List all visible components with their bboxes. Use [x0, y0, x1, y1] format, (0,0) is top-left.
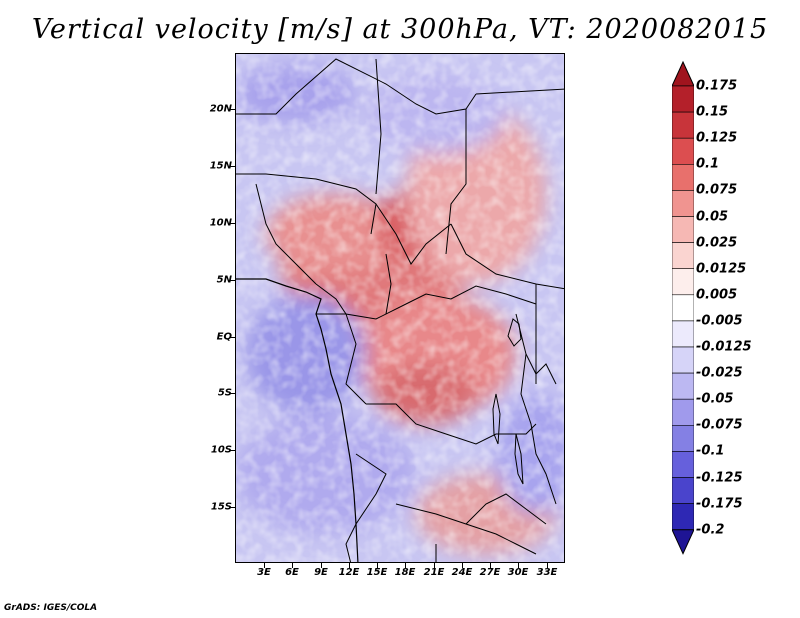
- colorbar-swatch: [671, 424, 695, 452]
- lat-tick-mark: [230, 393, 235, 394]
- lat-tick-label: 5N: [216, 274, 232, 286]
- colorbar-swatch: [671, 320, 695, 348]
- colorbar-label: 0.075: [696, 182, 738, 198]
- colorbar: [671, 60, 695, 564]
- colorbar-label: -0.05: [696, 391, 734, 407]
- lon-tick-label: 9E: [314, 567, 328, 578]
- vertical-velocity-map: [235, 53, 565, 563]
- colorbar-swatch: [671, 477, 695, 504]
- lat-tick-label: 15S: [210, 501, 232, 513]
- colorbar-label: 0.05: [696, 209, 729, 224]
- colorbar-label: 0.175: [696, 78, 738, 94]
- lon-tick-mark: [264, 563, 265, 568]
- colorbar-swatch: [671, 398, 695, 426]
- lat-tick-mark: [230, 109, 235, 110]
- colorbar-swatch: [671, 294, 695, 322]
- lon-tick-label: 24E: [451, 567, 473, 578]
- lat-tick-mark: [230, 280, 235, 281]
- lat-tick-mark: [230, 507, 235, 508]
- lat-tick-mark: [230, 166, 235, 167]
- colorbar-label: -0.0125: [696, 339, 752, 355]
- lon-tick-label: 33E: [536, 567, 558, 578]
- lon-tick-mark: [518, 563, 519, 568]
- lon-tick-mark: [405, 563, 406, 568]
- colorbar-label: -0.075: [696, 417, 743, 433]
- lat-tick-label: 15N: [209, 160, 232, 172]
- colorbar-label: -0.025: [696, 365, 743, 381]
- colorbar-swatch: [671, 451, 695, 478]
- lakes: [492, 318, 524, 485]
- colorbar-swatch: [671, 268, 695, 296]
- lat-tick-label: 10N: [209, 217, 232, 229]
- colorbar-swatch: [671, 137, 695, 165]
- lon-tick-label: 30E: [507, 567, 529, 578]
- map-title: Vertical velocity [m/s] at 300hPa, VT: 2…: [31, 14, 769, 45]
- field-texture: [236, 54, 564, 562]
- lon-tick-mark: [377, 563, 378, 568]
- lon-tick-mark: [490, 563, 491, 568]
- colorbar-label: 0.125: [696, 130, 738, 146]
- colorbar-bottom-arrow: [671, 529, 695, 555]
- colorbar-swatch: [671, 503, 695, 531]
- colorbar-swatch: [671, 190, 695, 217]
- grads-credit: GrADS: IGES/COLA: [4, 603, 98, 613]
- lat-tick-mark: [230, 337, 235, 338]
- lon-tick-mark: [547, 563, 548, 568]
- colorbar-swatch: [671, 242, 695, 270]
- colorbar-label: -0.175: [696, 496, 743, 512]
- lon-tick-label: 21E: [423, 567, 445, 578]
- lat-tick-mark: [230, 223, 235, 224]
- lon-tick-label: 15E: [366, 567, 388, 578]
- colorbar-label: -0.125: [696, 470, 743, 485]
- colorbar-top-arrow: [671, 60, 695, 87]
- colorbar-label: -0.1: [696, 443, 725, 459]
- colorbar-swatch: [671, 372, 695, 400]
- lon-tick-label: 18E: [394, 567, 416, 578]
- colorbar-swatch: [671, 216, 695, 243]
- colorbar-label: -0.2: [696, 522, 725, 538]
- lon-tick-mark: [349, 563, 350, 568]
- lon-tick-mark: [292, 563, 293, 568]
- lon-tick-mark: [321, 563, 322, 568]
- colorbar-swatch: [671, 111, 695, 139]
- colorbar-swatch: [671, 164, 695, 191]
- lon-tick-label: 27E: [479, 567, 501, 578]
- lat-tick-label: 10S: [210, 444, 232, 456]
- country-borders: [236, 58, 564, 562]
- lon-tick-mark: [462, 563, 463, 568]
- colorbar-label: 0.005: [696, 287, 738, 303]
- colorbar-label: 0.0125: [696, 261, 747, 277]
- lon-tick-label: 12E: [338, 567, 360, 578]
- colorbar-label: 0.1: [696, 156, 720, 172]
- lon-tick-label: 6E: [285, 567, 299, 578]
- lat-tick-mark: [230, 450, 235, 451]
- lon-tick-mark: [434, 563, 435, 568]
- lon-tick-label: 3E: [257, 567, 271, 578]
- colorbar-swatch: [671, 346, 695, 374]
- colorbar-label: 0.025: [696, 235, 738, 251]
- lat-tick-label: 5S: [217, 387, 232, 399]
- lat-tick-label: 20N: [209, 103, 232, 115]
- colorbar-label: 0.15: [696, 104, 729, 120]
- coastline: [236, 278, 359, 562]
- colorbar-swatch: [671, 85, 695, 113]
- lat-tick-label: EQ: [216, 331, 232, 343]
- colorbar-label: -0.005: [696, 313, 743, 329]
